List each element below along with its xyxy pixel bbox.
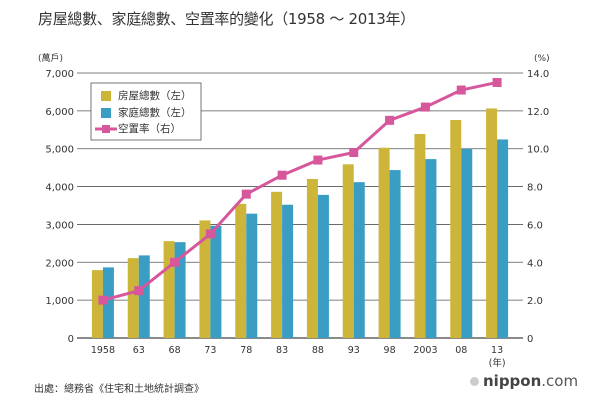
bar-households (317, 194, 329, 338)
y-tick-label: 2,000 (45, 258, 74, 269)
bar-housing (306, 178, 318, 338)
y-tick-label: 0 (68, 334, 74, 345)
y2-tick-label: 2.0 (527, 296, 543, 307)
marker-vacancy (420, 102, 430, 112)
marker-vacancy (313, 155, 323, 165)
legend-label: 家庭總數（左） (118, 106, 192, 119)
bar-households (210, 225, 222, 338)
bar-housing (450, 119, 462, 338)
marker-vacancy (492, 77, 502, 87)
bar-housing (199, 220, 211, 338)
bar-households (174, 242, 186, 338)
bar-housing (271, 191, 283, 338)
logo-dot-icon (470, 377, 479, 386)
y-tick-label: 4,000 (45, 183, 74, 194)
marker-vacancy (456, 85, 466, 95)
bar-households (497, 139, 509, 338)
y-tick-label: 3,000 (45, 220, 74, 231)
legend-swatch-housing (101, 91, 111, 101)
marker-vacancy (134, 286, 144, 296)
bar-households (353, 182, 365, 338)
legend-swatch-vacancy-marker (102, 125, 110, 133)
y2-axis-label: (%) (534, 54, 550, 64)
bar-housing (235, 203, 247, 338)
y2-tick-label: 8.0 (527, 183, 543, 194)
x-tick-label: 93 (348, 345, 360, 356)
x-tick-label: 1958 (91, 345, 115, 356)
y2-tick-label: 12.0 (527, 107, 549, 118)
marker-vacancy (385, 115, 395, 125)
y-tick-label: 7,000 (45, 69, 74, 80)
bar-households (389, 170, 401, 338)
x-tick-label: 73 (204, 345, 216, 356)
bar-households (425, 159, 437, 338)
legend-swatch-households (101, 108, 111, 118)
x-tick-label: 2003 (413, 345, 437, 356)
bar-housing (414, 133, 426, 338)
marker-vacancy (170, 257, 180, 267)
bar-housing (91, 270, 103, 338)
y-tick-label: 6,000 (45, 107, 74, 118)
brand-logo: nippon.com (470, 372, 578, 390)
y-axis-label: (萬戶) (38, 52, 63, 64)
y2-tick-label: 0 (527, 334, 533, 345)
brand-suffix: .com (541, 372, 579, 390)
brand-name: nippon (483, 372, 542, 390)
bar-housing (163, 241, 175, 338)
x-tick-label: 88 (312, 345, 324, 356)
chart-title: 房屋總數、家庭總數、空置率的變化（1958 ～ 2013年） (38, 10, 415, 28)
x-tick-label: 98 (384, 345, 396, 356)
bar-households (461, 148, 473, 338)
bar-households (138, 255, 150, 338)
y2-tick-label: 14.0 (527, 69, 549, 80)
y-tick-label: 5,000 (45, 145, 74, 156)
y2-tick-label: 10.0 (527, 145, 549, 156)
bar-households (282, 204, 294, 338)
marker-vacancy (277, 170, 287, 180)
y2-tick-label: 6.0 (527, 220, 543, 231)
x-tick-label: 63 (133, 345, 145, 356)
x-axis-label: (年) (489, 357, 506, 369)
x-tick-label: 08 (455, 345, 467, 356)
y2-tick-label: 4.0 (527, 258, 543, 269)
x-tick-label: 68 (169, 345, 181, 356)
bar-households (102, 267, 114, 338)
legend-label: 房屋總數（左） (118, 89, 192, 102)
x-tick-label: 13 (491, 345, 503, 356)
marker-vacancy (241, 189, 251, 199)
x-tick-label: 83 (276, 345, 288, 356)
bar-housing (127, 258, 139, 338)
bar-housing (342, 164, 354, 338)
bar-households (246, 213, 258, 338)
bar-housing (378, 147, 390, 338)
bar-housing (486, 108, 498, 339)
marker-vacancy (98, 295, 108, 305)
legend-label: 空置率（右） (118, 122, 181, 135)
line-vacancy (102, 80, 498, 302)
source-note: 出處：總務省《住宅和土地統計調查》 (34, 384, 204, 395)
y-tick-label: 1,000 (45, 296, 74, 307)
marker-vacancy (205, 229, 215, 239)
marker-vacancy (349, 148, 359, 157)
x-tick-label: 78 (240, 345, 252, 356)
